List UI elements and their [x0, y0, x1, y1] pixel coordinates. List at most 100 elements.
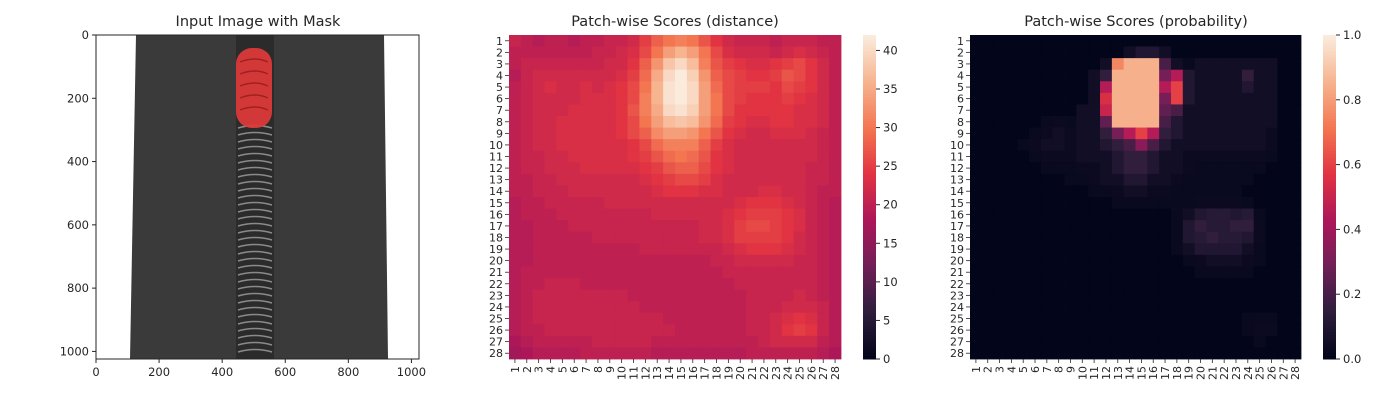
heatmap-cell	[1159, 162, 1172, 175]
colorbar-segment	[1323, 137, 1336, 141]
heatmap-cell	[556, 35, 569, 47]
heatmap-cell	[1100, 278, 1113, 290]
heatmap-cell	[1017, 92, 1030, 105]
heatmap-cell	[758, 347, 771, 360]
heatmap-cell	[758, 35, 771, 47]
heatmap-y-tick-label: 13	[950, 174, 964, 187]
colorbar-segment	[1323, 278, 1336, 282]
heatmap-cell	[1111, 92, 1125, 105]
heatmap-cell	[675, 116, 688, 128]
heatmap-cell	[970, 35, 983, 47]
heatmap-y-tick-label: 16	[950, 208, 964, 221]
heatmap-cell	[769, 335, 783, 348]
heatmap-cell	[1064, 173, 1077, 186]
heatmap-cell	[1206, 139, 1219, 152]
heatmap-cell	[1100, 81, 1113, 94]
heatmap-cell	[1040, 173, 1054, 186]
heatmap-cell	[1017, 220, 1030, 233]
heatmap-cell	[1100, 197, 1113, 209]
heatmap-cell	[981, 312, 995, 325]
heatmap-cell	[1052, 231, 1065, 244]
heatmap-cell	[615, 92, 628, 105]
heatmap-cell	[1100, 35, 1113, 47]
heatmap-cell	[686, 231, 700, 244]
heatmap-cell	[651, 197, 664, 209]
heatmap-cell	[1123, 220, 1136, 233]
heatmap-cell	[568, 92, 581, 105]
heatmap-cell	[970, 335, 983, 348]
heatmap-cell	[615, 139, 628, 152]
heatmap-cell	[1230, 46, 1243, 59]
heatmap-cell	[1230, 92, 1243, 105]
colorbar-segment	[1323, 288, 1336, 292]
heatmap-cell	[722, 150, 735, 163]
colorbar-segment	[863, 72, 876, 76]
heatmap-cell	[1135, 243, 1148, 256]
image-y-tick-label: 0	[82, 28, 89, 42]
heatmap-cell	[1147, 139, 1160, 152]
heatmap-cell	[981, 254, 995, 267]
heatmap-cell	[1194, 116, 1207, 128]
heatmap-cell	[1182, 92, 1196, 105]
heatmap-cell	[805, 324, 818, 337]
heatmap-cell	[1029, 58, 1042, 71]
heatmap-x-tick-label: 28	[829, 366, 842, 380]
heatmap-cell	[734, 116, 747, 128]
heatmap-cell	[1159, 278, 1172, 290]
heatmap-cell	[1111, 220, 1125, 233]
heatmap-cell	[970, 58, 983, 71]
heatmap-cell	[603, 69, 617, 82]
heatmap-cell	[1265, 335, 1278, 348]
heatmap-cell	[615, 197, 628, 209]
heatmap-y-tick-label: 9	[496, 127, 503, 140]
heatmap-x-tick-label: 24	[1242, 366, 1255, 380]
colorbar-segment	[863, 153, 876, 157]
heatmap-cell	[781, 324, 794, 337]
heatmap-cell	[970, 243, 983, 256]
heatmap-cell	[663, 301, 676, 314]
heatmap-cell	[710, 185, 723, 198]
heatmap-cell	[829, 335, 842, 348]
heatmap-cell	[1206, 116, 1219, 128]
heatmap-cell	[1277, 139, 1290, 152]
heatmap-cell	[1147, 208, 1160, 221]
heatmap-cell	[993, 312, 1006, 325]
heatmap-cell	[580, 312, 593, 325]
heatmap-cell	[1111, 127, 1125, 140]
heatmap-x-tick-label: 18	[711, 366, 724, 380]
heatmap-cell	[1241, 150, 1255, 163]
heatmap-cell	[1218, 162, 1231, 175]
heatmap-x-tick-label: 26	[1265, 366, 1278, 380]
heatmap-cell	[1135, 81, 1148, 94]
heatmap-cell	[710, 92, 723, 105]
heatmap-cell	[544, 208, 557, 221]
heatmap-cell	[793, 150, 806, 163]
heatmap-cell	[1052, 289, 1065, 302]
colorbar-segment	[863, 294, 876, 298]
heatmap-cell	[805, 116, 818, 128]
heatmap-y-tick-label: 23	[489, 289, 503, 302]
heatmap-cell	[568, 173, 581, 186]
heatmap-cell	[698, 173, 711, 186]
heatmap-cell	[1253, 46, 1266, 59]
heatmap-cell	[1218, 127, 1231, 140]
heatmap-cell	[805, 231, 818, 244]
heatmap-cell	[556, 58, 569, 71]
heatmap-cell	[710, 46, 723, 59]
heatmap-y-tick-label: 16	[489, 208, 503, 221]
heatmap-x-tick-label: 1	[970, 366, 983, 373]
heatmap-cell	[781, 254, 794, 267]
heatmap-cell	[509, 231, 522, 244]
heatmap-cell	[1241, 81, 1255, 94]
heatmap-cell	[544, 92, 557, 105]
heatmap-cell	[1206, 104, 1219, 117]
heatmap-cell	[817, 312, 830, 325]
colorbar-segment	[863, 242, 876, 247]
heatmap-cell	[675, 208, 688, 221]
heatmap-cell	[1040, 35, 1054, 47]
heatmap-cell	[1123, 92, 1136, 105]
colorbar-segment	[1323, 75, 1336, 79]
heatmap-cell	[698, 69, 711, 82]
heatmap-cell	[1218, 208, 1231, 221]
